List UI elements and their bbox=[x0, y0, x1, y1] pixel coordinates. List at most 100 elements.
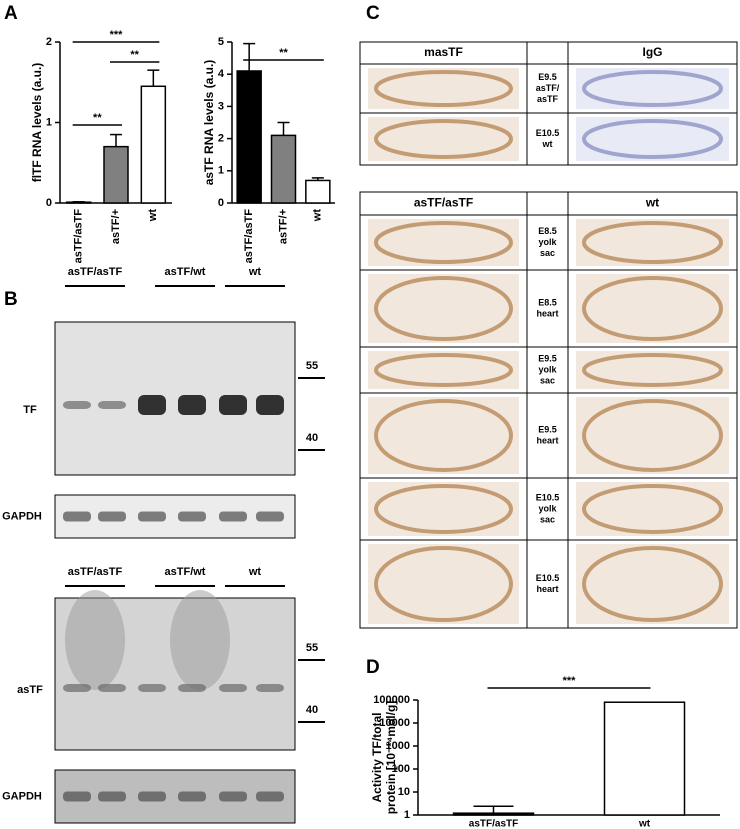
y-axis-label: protein [10⁻¹⁴mol/g] bbox=[384, 701, 398, 815]
y-axis-label: flTF RNA levels (a.u.) bbox=[30, 63, 44, 183]
row-label: heart bbox=[536, 584, 558, 594]
blot bbox=[54, 321, 296, 476]
tissue-image bbox=[576, 68, 729, 109]
protein-label: asTF bbox=[17, 684, 43, 696]
tissue bbox=[374, 119, 513, 159]
row-label: E10.5 bbox=[536, 128, 560, 138]
loading-band bbox=[219, 511, 247, 522]
band bbox=[256, 395, 284, 415]
tissue bbox=[374, 399, 513, 472]
row-label: E9.5 bbox=[538, 72, 557, 82]
y-tick-label: 10 bbox=[398, 786, 410, 798]
band bbox=[256, 684, 284, 692]
tissue-image bbox=[576, 397, 729, 474]
significance-label: *** bbox=[563, 675, 577, 687]
marker-label: 55 bbox=[306, 360, 318, 372]
tissue bbox=[582, 119, 723, 159]
row-label: E9.5 bbox=[538, 424, 557, 434]
band bbox=[219, 395, 247, 415]
bar bbox=[236, 70, 262, 204]
row-label: asTF/ bbox=[536, 83, 560, 93]
loading-band bbox=[63, 511, 91, 522]
bar bbox=[140, 85, 167, 204]
x-tick-label: asTF/asTF bbox=[243, 209, 255, 264]
y-tick-label: 5 bbox=[218, 36, 224, 48]
significance-label: ** bbox=[93, 112, 102, 124]
band bbox=[63, 684, 91, 692]
y-tick-label: 2 bbox=[46, 36, 52, 48]
band bbox=[98, 684, 126, 692]
lane-group-label: asTF/wt bbox=[165, 566, 206, 578]
significance-label: ** bbox=[130, 49, 139, 61]
band bbox=[63, 401, 91, 409]
tissue-image bbox=[368, 117, 519, 161]
smear bbox=[170, 590, 230, 690]
loading-band bbox=[138, 791, 166, 802]
row-label: yolk bbox=[538, 503, 557, 513]
lane-group-label: wt bbox=[248, 266, 262, 278]
bar bbox=[103, 145, 129, 204]
y-tick-label: 3 bbox=[218, 100, 224, 112]
loading-label: GAPDH bbox=[2, 790, 42, 802]
loading-band bbox=[138, 511, 166, 522]
tissue-image bbox=[576, 219, 729, 266]
panel-label: C bbox=[366, 3, 380, 24]
tissue bbox=[582, 276, 723, 341]
loading-band bbox=[178, 791, 206, 802]
lane-group-label: asTF/asTF bbox=[68, 266, 123, 278]
y-tick-label: 1 bbox=[46, 116, 52, 128]
significance-label: ** bbox=[279, 47, 288, 59]
x-tick-label: asTF/+ bbox=[277, 209, 289, 244]
tissue-image bbox=[368, 351, 519, 389]
y-tick-label: 100 bbox=[392, 763, 410, 775]
tissue-image bbox=[576, 117, 729, 161]
band bbox=[138, 395, 166, 415]
row-label: E8.5 bbox=[538, 297, 557, 307]
panel-label: B bbox=[4, 289, 18, 310]
bar bbox=[270, 134, 297, 204]
band bbox=[219, 684, 247, 692]
y-tick-label: 0 bbox=[218, 197, 224, 209]
tissue bbox=[582, 399, 723, 472]
row-label: sac bbox=[540, 375, 555, 385]
y-tick-label: 100000 bbox=[373, 694, 410, 706]
marker-label: 40 bbox=[306, 432, 318, 444]
tissue-image bbox=[368, 219, 519, 266]
tissue-image bbox=[368, 482, 519, 536]
y-tick-label: 2 bbox=[218, 133, 224, 145]
y-tick-label: 1 bbox=[404, 809, 410, 821]
table-frame bbox=[359, 41, 738, 166]
tissue bbox=[582, 546, 723, 622]
row-label: E8.5 bbox=[538, 226, 557, 236]
row-label: heart bbox=[536, 435, 558, 445]
tissue bbox=[374, 353, 513, 387]
y-tick-label: 10000 bbox=[379, 717, 410, 729]
tissue-image bbox=[368, 397, 519, 474]
x-tick-label: wt bbox=[638, 819, 651, 829]
loading-blot bbox=[54, 494, 296, 539]
y-tick-label: 0 bbox=[46, 197, 52, 209]
panel-label: A bbox=[4, 3, 18, 24]
row-label: heart bbox=[536, 308, 558, 318]
column-header: asTF/asTF bbox=[414, 196, 473, 210]
band bbox=[178, 684, 206, 692]
tissue-image bbox=[576, 482, 729, 536]
loading-band bbox=[98, 791, 126, 802]
loading-label: GAPDH bbox=[2, 510, 42, 522]
row-label: sac bbox=[540, 514, 555, 524]
loading-band bbox=[256, 511, 284, 522]
tissue-image bbox=[368, 544, 519, 624]
row-label: asTF bbox=[537, 94, 559, 104]
band bbox=[138, 684, 166, 692]
x-tick-label: wt bbox=[312, 209, 324, 223]
tissue-image bbox=[368, 68, 519, 109]
tissue bbox=[582, 353, 723, 387]
tissue-image bbox=[576, 544, 729, 624]
loading-band bbox=[98, 511, 126, 522]
loading-band bbox=[63, 791, 91, 802]
lane-group-label: asTF/wt bbox=[165, 266, 206, 278]
tissue bbox=[374, 546, 513, 622]
tissue bbox=[582, 484, 723, 534]
row-label: yolk bbox=[538, 237, 557, 247]
